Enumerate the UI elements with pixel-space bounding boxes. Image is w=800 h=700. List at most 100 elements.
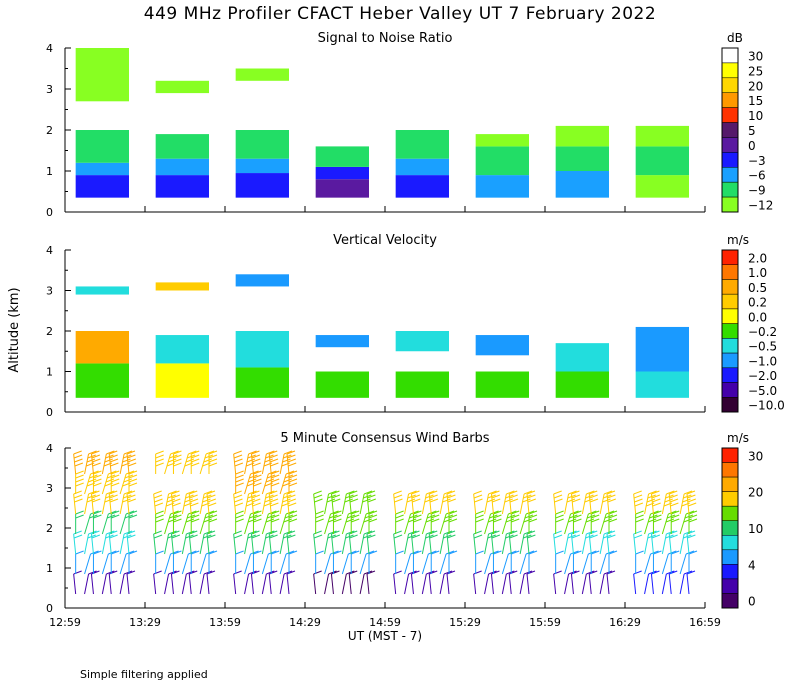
wind-barb (170, 573, 174, 595)
wind-barb (84, 553, 92, 575)
wind-barb (101, 493, 107, 515)
wind-barb-flag (315, 550, 324, 555)
wind-barb-flag (448, 510, 458, 515)
wind-barb (564, 513, 572, 535)
wind-barb-flag (393, 530, 402, 535)
wind-barb (126, 533, 130, 555)
wind-barb-flag (269, 450, 278, 455)
y-tick-label: 3 (46, 482, 53, 495)
colorbar-frame (721, 249, 739, 413)
wind-barb-flag (509, 498, 519, 503)
heatmap-cell (395, 158, 449, 176)
wind-barb-flag (105, 478, 115, 483)
wind-barb-flag (508, 550, 517, 555)
wind-barb-flag (506, 570, 515, 575)
wind-barb (644, 573, 650, 595)
wind-barb-flag (86, 498, 96, 503)
wind-barb (90, 453, 94, 475)
wind-barb-flag (235, 478, 244, 483)
wind-barb-flag (191, 458, 200, 463)
wind-barb-flag (633, 494, 643, 499)
wind-barb-flag (445, 550, 455, 555)
wind-barb-flag (588, 550, 597, 555)
wind-barb-flag (351, 550, 360, 555)
wind-barb-flag (431, 514, 440, 519)
wind-barb-flag (648, 530, 657, 535)
heatmap-cell (155, 175, 209, 198)
y-tick-label: 2 (46, 522, 53, 535)
y-tick-label: 4 (46, 442, 53, 455)
colorbar-swatch (721, 476, 739, 492)
wind-barb (439, 513, 447, 535)
colorbar-label: 4 (748, 558, 756, 572)
wind-barb (188, 533, 192, 555)
wind-barb-flag (504, 498, 513, 503)
wind-barb-flag (395, 510, 404, 515)
wind-barb-flag (429, 534, 438, 539)
wind-barb-flag (315, 518, 324, 523)
wind-barb-flag (608, 510, 618, 515)
wind-barb (279, 573, 285, 595)
wind-barb-flag (330, 510, 339, 515)
wind-barb-flag (607, 494, 616, 499)
wind-barb-flag (688, 502, 697, 507)
wind-barb-flag (253, 474, 262, 479)
colorbar-swatch (721, 181, 739, 198)
wind-barb-flag (669, 490, 678, 495)
x-tick-label: 14:29 (289, 616, 321, 629)
wind-barb-flag (410, 550, 419, 555)
heatmap-cell (155, 282, 209, 291)
wind-barb (330, 493, 334, 515)
wind-barb (261, 513, 269, 535)
wind-barb (519, 533, 525, 555)
wind-barb-flag (411, 534, 421, 539)
colorbar-label: −5.0 (748, 384, 777, 398)
wind-barb-flag (93, 482, 102, 487)
wind-barb-flag (509, 490, 518, 495)
wind-barb (661, 513, 669, 535)
wind-barb-flag (528, 518, 538, 523)
wind-barb-flag (553, 490, 562, 495)
wind-barb (473, 493, 477, 515)
heatmap-cell (235, 367, 289, 398)
wind-barb-flag (411, 530, 420, 535)
wind-barb-flag (155, 458, 164, 463)
wind-barb (393, 533, 397, 555)
wind-barb-flag (553, 534, 563, 539)
wind-barb-flag (246, 458, 256, 463)
colorbar-label: 5 (748, 124, 756, 138)
wind-barb-flag (282, 458, 291, 463)
wind-barb-flag (651, 490, 660, 495)
wind-barb-flag (266, 570, 275, 575)
colorbar-label: −9 (748, 184, 766, 198)
colorbar-label: 0.5 (748, 281, 767, 295)
wind-barb-flag (683, 518, 692, 523)
heatmap-cell (235, 130, 289, 159)
wind-barb-flag (91, 454, 101, 459)
wind-barb (199, 493, 205, 515)
wind-barb-flag (109, 498, 119, 503)
figure-title: 449 MHz Profiler CFACT Heber Valley UT 7… (143, 4, 657, 24)
wind-barb-flag (491, 494, 501, 499)
wind-barb-flag (314, 498, 323, 503)
wind-barb-flag (522, 498, 531, 503)
x-tick-label: 13:29 (129, 616, 161, 629)
wind-barb (359, 493, 365, 515)
colorbar-swatch (721, 382, 739, 398)
wind-barb (181, 533, 187, 555)
wind-barb-flag (268, 510, 277, 515)
colorbar-label: 1.0 (748, 266, 767, 280)
wind-barb-flag (490, 510, 499, 515)
colorbar-label: 25 (748, 64, 763, 78)
x-tick-label: 16:59 (689, 616, 721, 629)
wind-barb-flag (73, 570, 82, 575)
wind-barb (686, 493, 690, 515)
wind-barb (341, 513, 349, 535)
wind-barb-flag (509, 570, 518, 575)
wind-barb-flag (586, 490, 595, 495)
wind-barb (484, 533, 490, 555)
wind-barb-flag (288, 510, 298, 515)
wind-barb-flag (328, 530, 337, 535)
wind-barb (108, 453, 112, 475)
wind-barb (679, 493, 685, 515)
